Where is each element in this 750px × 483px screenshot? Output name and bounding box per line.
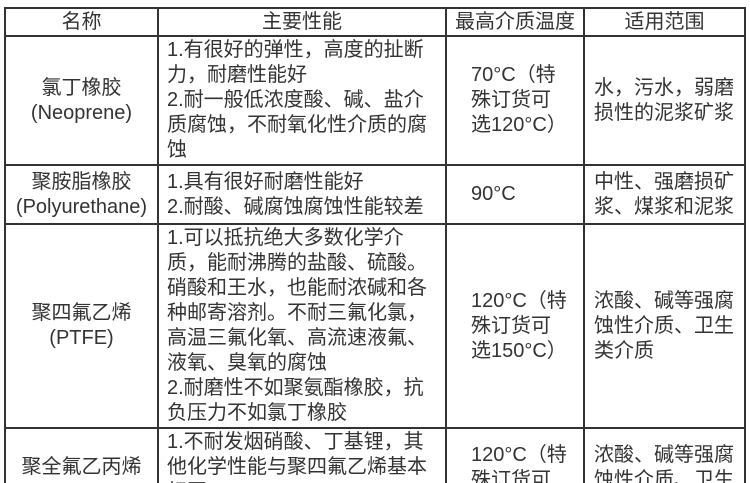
lining-material-spec-table: 名称 主要性能 最高介质温度 适用范围 氯丁橡胶 (Neoprene) 1.有很… xyxy=(4,7,746,483)
application-scope-cell: 水，污水，弱磨损性的泥浆矿浆 xyxy=(583,35,746,166)
material-name-cell: 聚四氟乙烯 (PTFE) xyxy=(4,223,159,429)
material-name-cn: 聚胺脂橡胶 xyxy=(31,170,132,193)
application-scope-cell: 浓酸、碱等强腐蚀性介质、卫生类介质 xyxy=(583,223,746,429)
performance-item-2: 2.耐酸、碱腐蚀腐蚀性能较差 xyxy=(167,195,424,218)
table-row-polyurethane: 聚胺脂橡胶 (Polyurethane) 1.具有很好耐磨性能好 2.耐酸、碱腐… xyxy=(4,164,746,225)
application-scope-cell: 中性、强磨损矿浆、煤浆和泥浆 xyxy=(583,164,746,225)
max-temp-cell: 120°C（特殊订货可选150°C） xyxy=(445,223,585,429)
performance-item-2: 2.耐一般低浓度酸、碱、盐介质腐蚀，不耐氧化性介质的腐蚀 xyxy=(167,89,427,161)
performance-cell: 1.有很好的弹性，高度的扯断力，耐磨性能好 2.耐一般低浓度酸、碱、盐介质腐蚀，… xyxy=(157,35,447,166)
performance-cell: 1.可以抵抗绝大多数化学介质，能耐沸腾的盐酸、硫酸。硝酸和王水，也能耐浓碱和各种… xyxy=(157,223,447,429)
header-application-scope: 适用范围 xyxy=(583,7,746,37)
header-row: 名称 主要性能 最高介质温度 适用范围 xyxy=(4,7,746,37)
material-name-cn: 氯丁橡胶 xyxy=(41,76,122,99)
performance-item-1: 1.有很好的弹性，高度的扯断力，耐磨性能好 xyxy=(167,39,424,86)
header-max-medium-temperature: 最高介质温度 xyxy=(445,7,585,37)
material-name-en: (PTFE) xyxy=(49,327,114,349)
material-name-cell: 聚胺脂橡胶 (Polyurethane) xyxy=(4,164,159,225)
max-temp-cell: 70°C（特殊订货可选120°C） xyxy=(445,35,585,166)
table-row-neoprene: 氯丁橡胶 (Neoprene) 1.有很好的弹性，高度的扯断力，耐磨性能好 2.… xyxy=(4,35,746,166)
performance-item-1: 1.可以抵抗绝大多数化学介质，能耐沸腾的盐酸、硫酸。硝酸和王水，也能耐浓碱和各种… xyxy=(167,227,427,374)
header-main-performance: 主要性能 xyxy=(157,7,447,37)
application-scope-cell: 浓酸、碱等强腐蚀性介质、卫生类介质 xyxy=(583,427,746,483)
material-name-cell: 氯丁橡胶 (Neoprene) xyxy=(4,35,159,166)
material-name-cn: 聚四氟乙烯 xyxy=(31,302,132,324)
max-temp-cell: 90°C xyxy=(445,164,585,225)
performance-cell: 1.具有很好耐磨性能好 2.耐酸、碱腐蚀腐蚀性能较差 xyxy=(157,164,447,225)
performance-item-1: 1.不耐发烟硝酸、丁基锂，其他化学性能与聚四氟乙烯基本相同 xyxy=(167,431,427,483)
material-name-en: (F46) xyxy=(7,480,156,483)
material-name-en: (Polyurethane) xyxy=(15,195,148,218)
material-name-cn: 聚全氟乙丙烯 xyxy=(21,456,142,478)
material-name-cell: 聚全氟乙丙烯 (F46) xyxy=(4,427,159,483)
performance-cell: 1.不耐发烟硝酸、丁基锂，其他化学性能与聚四氟乙烯基本相同 2.抗负压力高于聚四… xyxy=(157,427,447,483)
max-temp-cell: 120°C（特殊订货可选150°C） xyxy=(445,427,585,483)
material-name-en: (Neoprene) xyxy=(30,101,133,124)
table-row-f46: 聚全氟乙丙烯 (F46) 1.不耐发烟硝酸、丁基锂，其他化学性能与聚四氟乙烯基本… xyxy=(4,427,746,483)
performance-item-2: 2.耐磨性不如聚氨酯橡胶，抗负压力不如氯丁橡胶 xyxy=(167,377,424,424)
table-row-ptfe: 聚四氟乙烯 (PTFE) 1.可以抵抗绝大多数化学介质，能耐沸腾的盐酸、硫酸。硝… xyxy=(4,223,746,429)
performance-item-1: 1.具有很好耐磨性能好 xyxy=(167,170,364,193)
header-name: 名称 xyxy=(4,7,159,37)
